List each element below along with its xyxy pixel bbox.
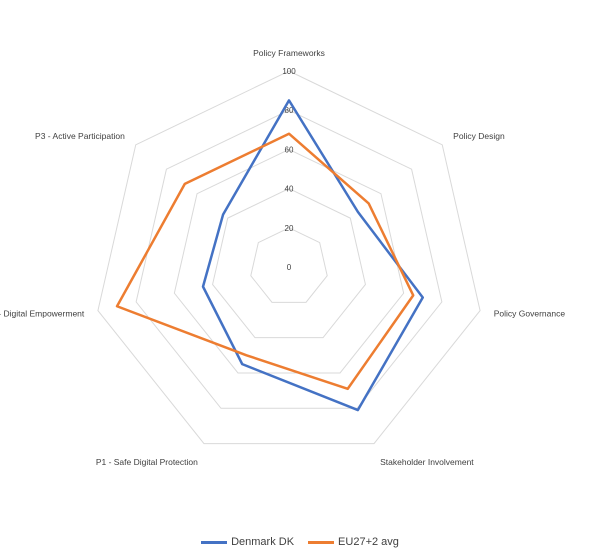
- legend-swatch-denmark: [201, 540, 228, 544]
- series-line-eu: [115, 132, 415, 391]
- radial-tick-labels: 0 20 40 60 80 100: [282, 67, 296, 272]
- grid-ring-100: [97, 70, 481, 445]
- axis-label-1: Policy Frameworks: [253, 48, 325, 58]
- series-line-denmark: [201, 99, 425, 412]
- tick-label-100: 100: [282, 67, 296, 76]
- tick-label-0: 0: [287, 263, 292, 272]
- radar-grid: [97, 70, 481, 445]
- axis-label-4: Stakeholder Involvement: [380, 457, 474, 467]
- legend-item-denmark: Denmark DK: [201, 536, 294, 548]
- tick-label-80: 80: [285, 106, 294, 115]
- series-layer: [115, 99, 425, 412]
- axis-label-6: P2 - Digital Empowerment: [0, 309, 85, 319]
- grid-ring-60: [173, 148, 405, 374]
- legend: Denmark DK EU27+2 avg: [0, 536, 600, 548]
- tick-label-40: 40: [285, 185, 294, 194]
- radar-chart: 0 20 40 60 80 100 Policy Frameworks Policy Des…: [0, 48, 565, 467]
- grid-ring-20: [250, 227, 328, 303]
- grid-ring-80: [135, 109, 443, 409]
- legend-swatch-eu: [308, 540, 335, 544]
- axis-label-3: Policy Governance: [494, 309, 566, 319]
- axis-label-7: P3 - Active Participation: [35, 131, 125, 141]
- legend-label-denmark: Denmark DK: [231, 536, 295, 548]
- axis-label-5: P1 - Safe Digital Protection: [96, 457, 198, 467]
- tick-label-20: 20: [285, 224, 294, 233]
- tick-label-60: 60: [285, 145, 294, 154]
- axis-labels: Policy Frameworks Policy Design Policy Gov…: [0, 48, 565, 467]
- legend-item-eu: EU27+2 avg: [308, 536, 399, 548]
- grid-ring-40: [212, 188, 366, 339]
- legend-label-eu: EU27+2 avg: [338, 536, 399, 548]
- axis-label-2: Policy Design: [453, 131, 505, 141]
